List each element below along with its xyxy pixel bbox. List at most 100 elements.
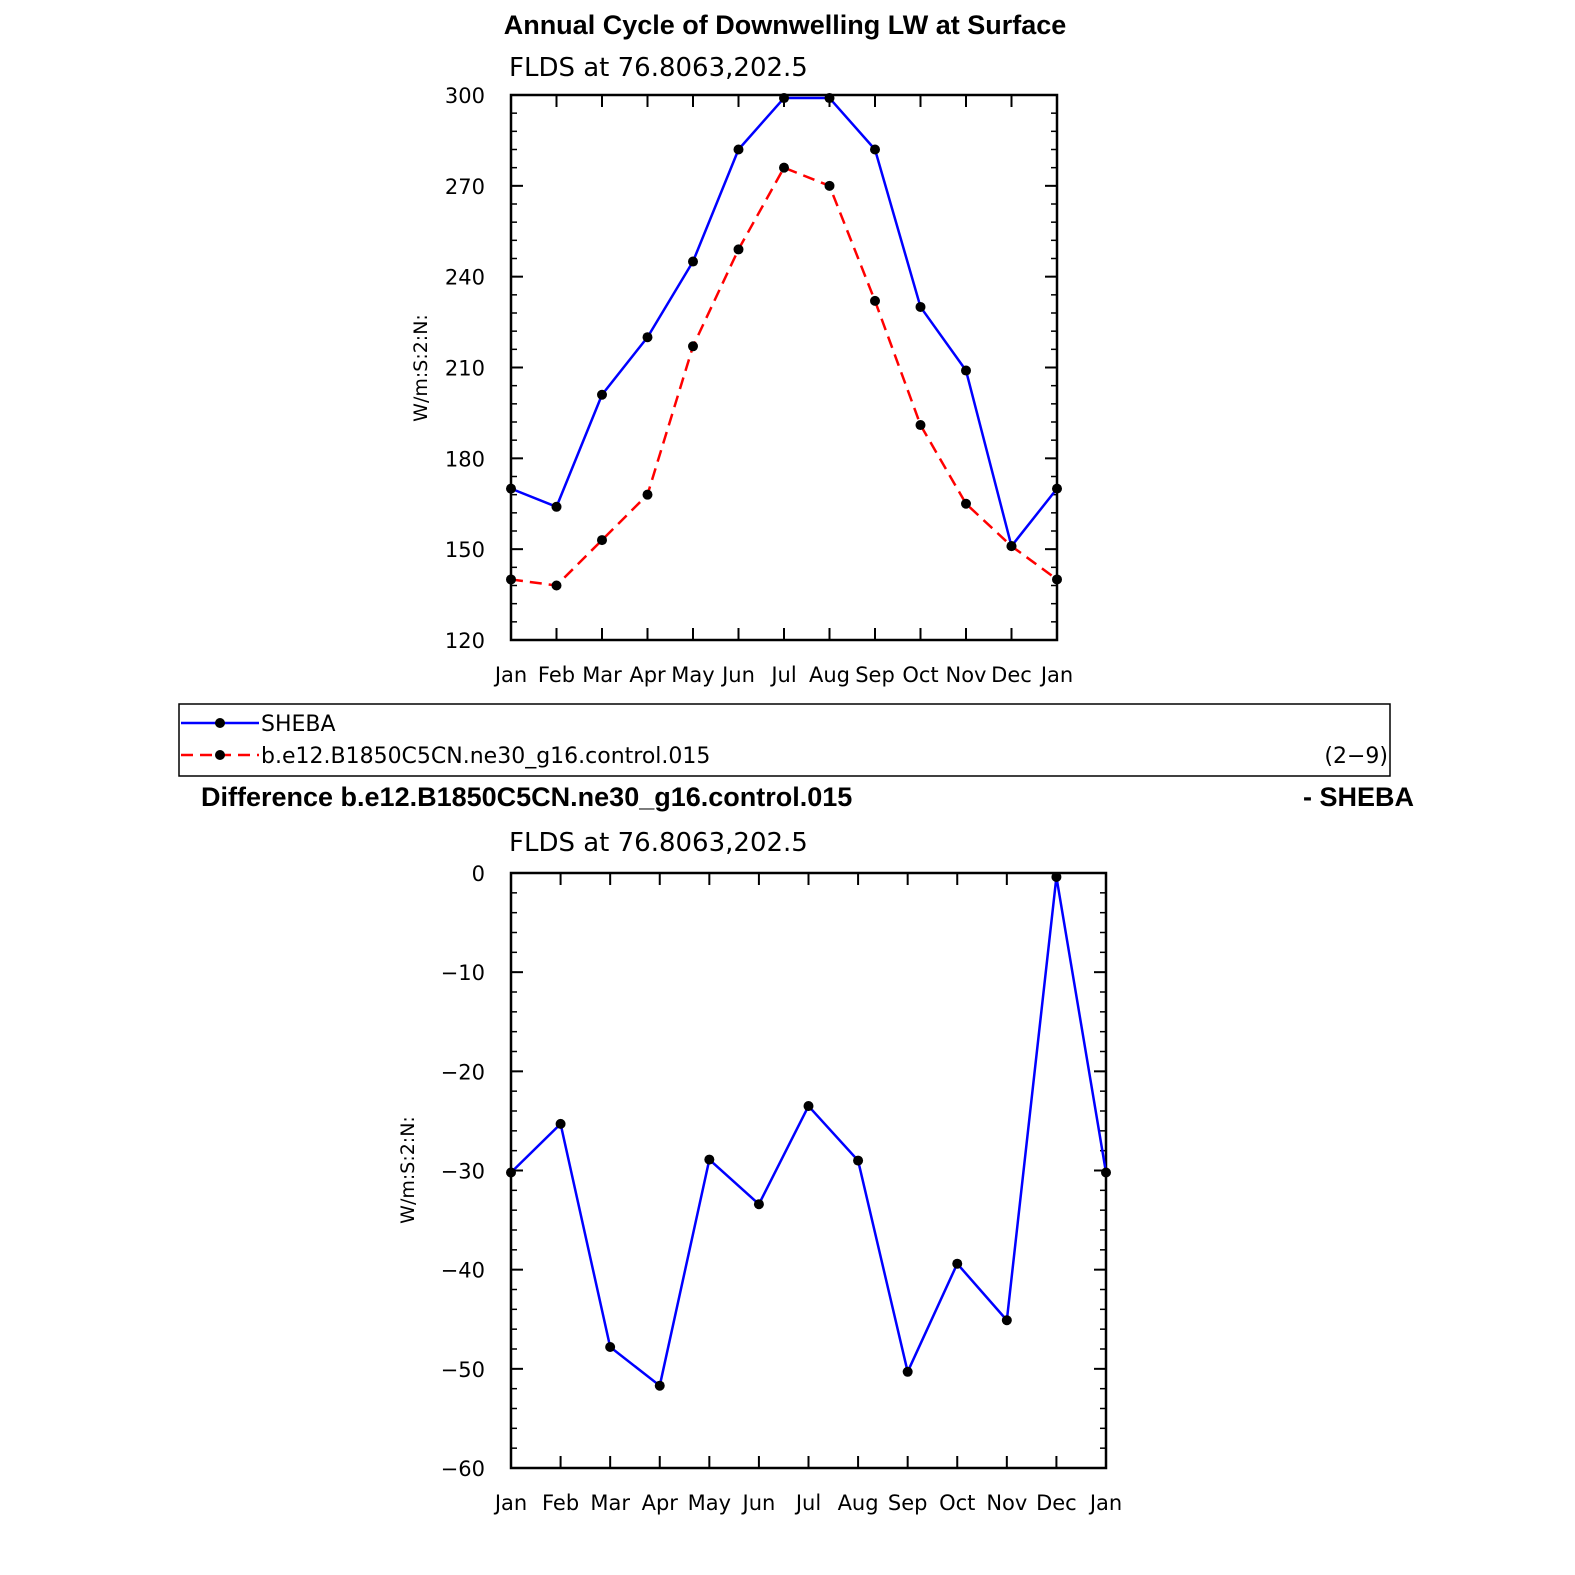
data-point	[915, 301, 926, 312]
x-tick-label: Mar	[590, 1491, 630, 1515]
plot-area	[506, 93, 1062, 642]
chart-subtitle: FLDS at 76.8063,202.5	[509, 828, 808, 858]
y-axis-label: W/m:S:2:N:	[397, 1116, 419, 1224]
y-tick-label: −20	[441, 1060, 485, 1084]
data-point	[803, 1101, 814, 1112]
data-point	[704, 1154, 715, 1165]
y-tick-label: −10	[441, 961, 485, 985]
data-point	[870, 295, 880, 306]
x-tick-label: Feb	[542, 1491, 579, 1515]
x-tick-label: Oct	[939, 1491, 975, 1515]
chart-title: Annual Cycle of Downwelling LW at Surfac…	[504, 10, 1067, 40]
data-point	[1006, 541, 1017, 552]
legend-frame	[178, 703, 1391, 777]
data-point	[551, 580, 562, 591]
legend-entry-model: b.e12.B1850C5CN.ne30_g16.control.015	[181, 744, 710, 769]
y-tick-label: −50	[441, 1358, 485, 1382]
plot-frame	[509, 871, 1108, 1470]
axis-ticks: 120 150 180 210 240 270 300 Jan Feb Mar Apr May Jun J…	[445, 84, 1073, 687]
data-point	[605, 1342, 616, 1353]
x-tick-label: Apr	[629, 663, 666, 687]
data-point	[961, 365, 971, 376]
x-tick-label: Dec	[991, 663, 1032, 687]
data-point	[642, 489, 653, 500]
data-point	[952, 1258, 963, 1269]
data-point	[1001, 1315, 1012, 1326]
data-point	[642, 332, 653, 343]
x-tick-label: Nov	[986, 1491, 1027, 1515]
x-tick-label: Aug	[838, 1491, 879, 1515]
x-tick-label: Feb	[538, 663, 575, 687]
x-tick-label: Mar	[582, 663, 622, 687]
data-point	[551, 501, 562, 512]
axis-ticks: −60 −50 −40 −30 −20 −10 0 Jan Feb Mar Apr May Jun Jul…	[441, 862, 1123, 1515]
data-point	[654, 1380, 665, 1391]
x-tick-label: Oct	[902, 663, 938, 687]
data-point	[961, 498, 971, 509]
x-tick-label: Jul	[794, 1491, 821, 1515]
legend-entry-sheba: SHEBA	[181, 712, 336, 737]
data-point	[506, 1167, 516, 1178]
y-tick-label: 180	[445, 447, 485, 471]
x-tick-label: May	[688, 1491, 731, 1515]
x-tick-label: Nov	[946, 663, 987, 687]
legend: SHEBA b.e12.B1850C5CN.ne30_g16.control.0…	[178, 703, 1391, 777]
y-tick-label: 150	[445, 538, 485, 562]
series-line-0	[510, 875, 1108, 1387]
x-tick-label: Jan	[493, 663, 527, 687]
data-point	[779, 93, 789, 104]
data-point	[688, 256, 698, 267]
data-point	[506, 574, 516, 585]
x-tick-label: Jan	[493, 1491, 527, 1515]
y-axis-label: W/m:S:2:N:	[410, 314, 432, 422]
data-point	[853, 1155, 864, 1166]
data-point	[824, 93, 835, 104]
data-point	[824, 180, 835, 191]
y-tick-label: 270	[445, 175, 485, 199]
y-tick-label: 300	[445, 84, 485, 108]
series-line-1	[510, 166, 1058, 587]
data-point	[902, 1366, 913, 1377]
x-tick-label: Apr	[642, 1491, 679, 1515]
data-point	[733, 244, 744, 255]
data-point	[779, 162, 789, 173]
data-point	[1052, 483, 1062, 494]
y-tick-label: 120	[445, 629, 485, 653]
x-tick-label: Jul	[769, 663, 796, 687]
y-tick-label: −60	[441, 1457, 485, 1481]
y-tick-label: −40	[441, 1259, 485, 1283]
x-tick-label: Jun	[720, 663, 755, 687]
x-tick-label: Aug	[809, 663, 850, 687]
x-tick-label: Sep	[888, 1491, 928, 1515]
legend-label-sheba: SHEBA	[261, 712, 336, 737]
data-point	[870, 144, 880, 155]
data-point	[555, 1118, 566, 1129]
y-tick-label: −30	[441, 1160, 485, 1184]
panel-note: (2−9)	[1324, 744, 1388, 769]
data-point	[688, 341, 698, 352]
chart-subtitle: FLDS at 76.8063,202.5	[509, 53, 808, 83]
x-tick-label: May	[671, 663, 714, 687]
x-tick-label: Jan	[1039, 663, 1073, 687]
data-point	[1101, 1167, 1111, 1178]
data-point	[1052, 574, 1062, 585]
plot-frame	[509, 93, 1059, 642]
x-tick-label: Sep	[855, 663, 895, 687]
difference-chart: Difference b.e12.B1850C5CN.ne30_g16.cont…	[201, 782, 1414, 1515]
y-tick-label: 0	[472, 862, 485, 886]
data-point	[1051, 871, 1062, 882]
plot-area	[506, 871, 1111, 1470]
data-point	[915, 420, 926, 431]
data-point	[597, 535, 607, 546]
x-tick-label: Jan	[1088, 1491, 1122, 1515]
chart-title-right: - SHEBA	[1303, 782, 1414, 812]
data-point	[733, 144, 744, 155]
y-tick-label: 210	[445, 357, 485, 381]
data-point	[597, 389, 607, 400]
legend-label-model: b.e12.B1850C5CN.ne30_g16.control.015	[261, 744, 710, 769]
x-tick-label: Jun	[741, 1491, 776, 1515]
data-point	[753, 1199, 764, 1210]
annual-cycle-chart: Annual Cycle of Downwelling LW at Surfac…	[410, 10, 1073, 687]
x-tick-label: Dec	[1036, 1491, 1077, 1515]
